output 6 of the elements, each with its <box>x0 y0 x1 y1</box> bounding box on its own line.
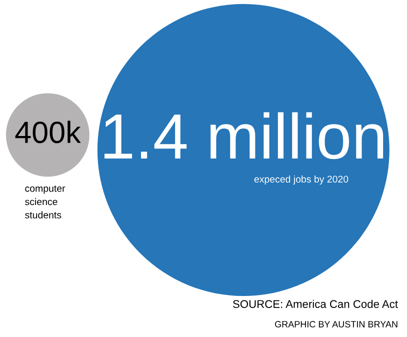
category-label: computer science students <box>25 185 66 218</box>
category-label: expeced jobs by 2020 <box>254 175 348 185</box>
data-label: 400k <box>15 120 81 144</box>
text: GRAPHIC BY AUSTIN BRYAN <box>275 321 398 328</box>
data-label: 1.4 million <box>104 112 384 160</box>
source-note: SOURCE: America Can Code Act <box>233 300 398 308</box>
